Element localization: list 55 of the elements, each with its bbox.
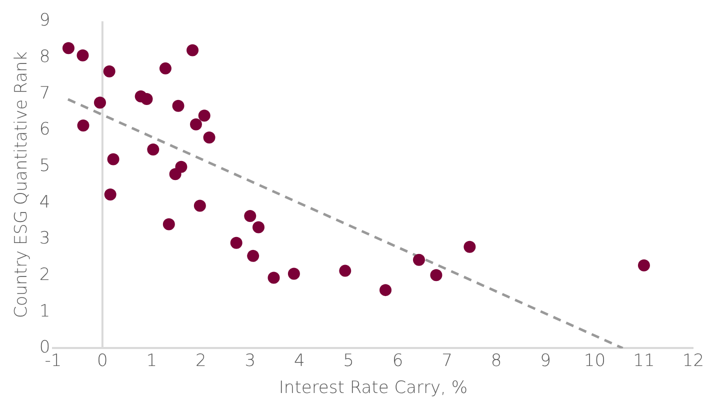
point	[194, 200, 206, 212]
x-tick-label: 4	[294, 350, 305, 371]
point	[94, 96, 106, 109]
point	[104, 188, 116, 201]
point	[339, 264, 352, 277]
point	[288, 268, 300, 280]
x-tick-label: 6	[392, 350, 404, 371]
x-tick-label: 8	[490, 350, 502, 371]
point	[147, 143, 160, 156]
y-tick-label: 8	[39, 46, 50, 67]
x-tick-label: 0	[97, 350, 108, 371]
x-tick-label: 12	[682, 350, 704, 371]
point	[247, 250, 260, 262]
point	[190, 118, 202, 130]
y-tick-label: 7	[39, 83, 50, 104]
y-tick-label: 9	[39, 10, 50, 31]
x-tick-label: 3	[244, 350, 256, 371]
point	[430, 269, 442, 282]
y-tick-label: 4	[39, 192, 50, 212]
y-tick-label: 6	[39, 120, 50, 140]
point	[169, 168, 182, 180]
x-tick-label: 7	[442, 350, 452, 371]
x-axis-title: Interest Rate Carry, %	[278, 378, 468, 398]
point	[103, 65, 116, 78]
x-tick-label: 1	[146, 350, 158, 371]
point	[162, 218, 175, 230]
point	[380, 284, 392, 296]
point	[198, 110, 210, 122]
y-tick-label: 0	[39, 338, 50, 358]
point	[159, 62, 172, 74]
point	[76, 49, 89, 62]
point	[252, 221, 264, 234]
point	[140, 92, 153, 105]
x-tick-label: 11	[633, 350, 655, 371]
point	[77, 119, 90, 132]
point	[62, 42, 74, 54]
point	[464, 240, 476, 253]
point	[412, 254, 425, 266]
point	[230, 236, 242, 249]
point	[186, 44, 199, 56]
point	[244, 210, 256, 222]
point	[638, 259, 650, 272]
y-tick-label: 3	[39, 228, 50, 249]
x-tick-label: 10	[584, 350, 606, 371]
y-tick-label: 5	[39, 156, 50, 176]
y-axis-title: Country ESG Quantitative Rank	[12, 51, 32, 318]
y-tick-label: 2	[39, 264, 50, 285]
point	[107, 153, 120, 166]
x-tick-label: 2	[195, 350, 206, 371]
point	[172, 100, 184, 112]
point	[268, 272, 280, 284]
y-tick-label: 1	[39, 301, 50, 322]
point	[203, 131, 216, 144]
x-tick-label: 5	[343, 350, 354, 371]
x-tick-label: 9	[540, 350, 551, 371]
